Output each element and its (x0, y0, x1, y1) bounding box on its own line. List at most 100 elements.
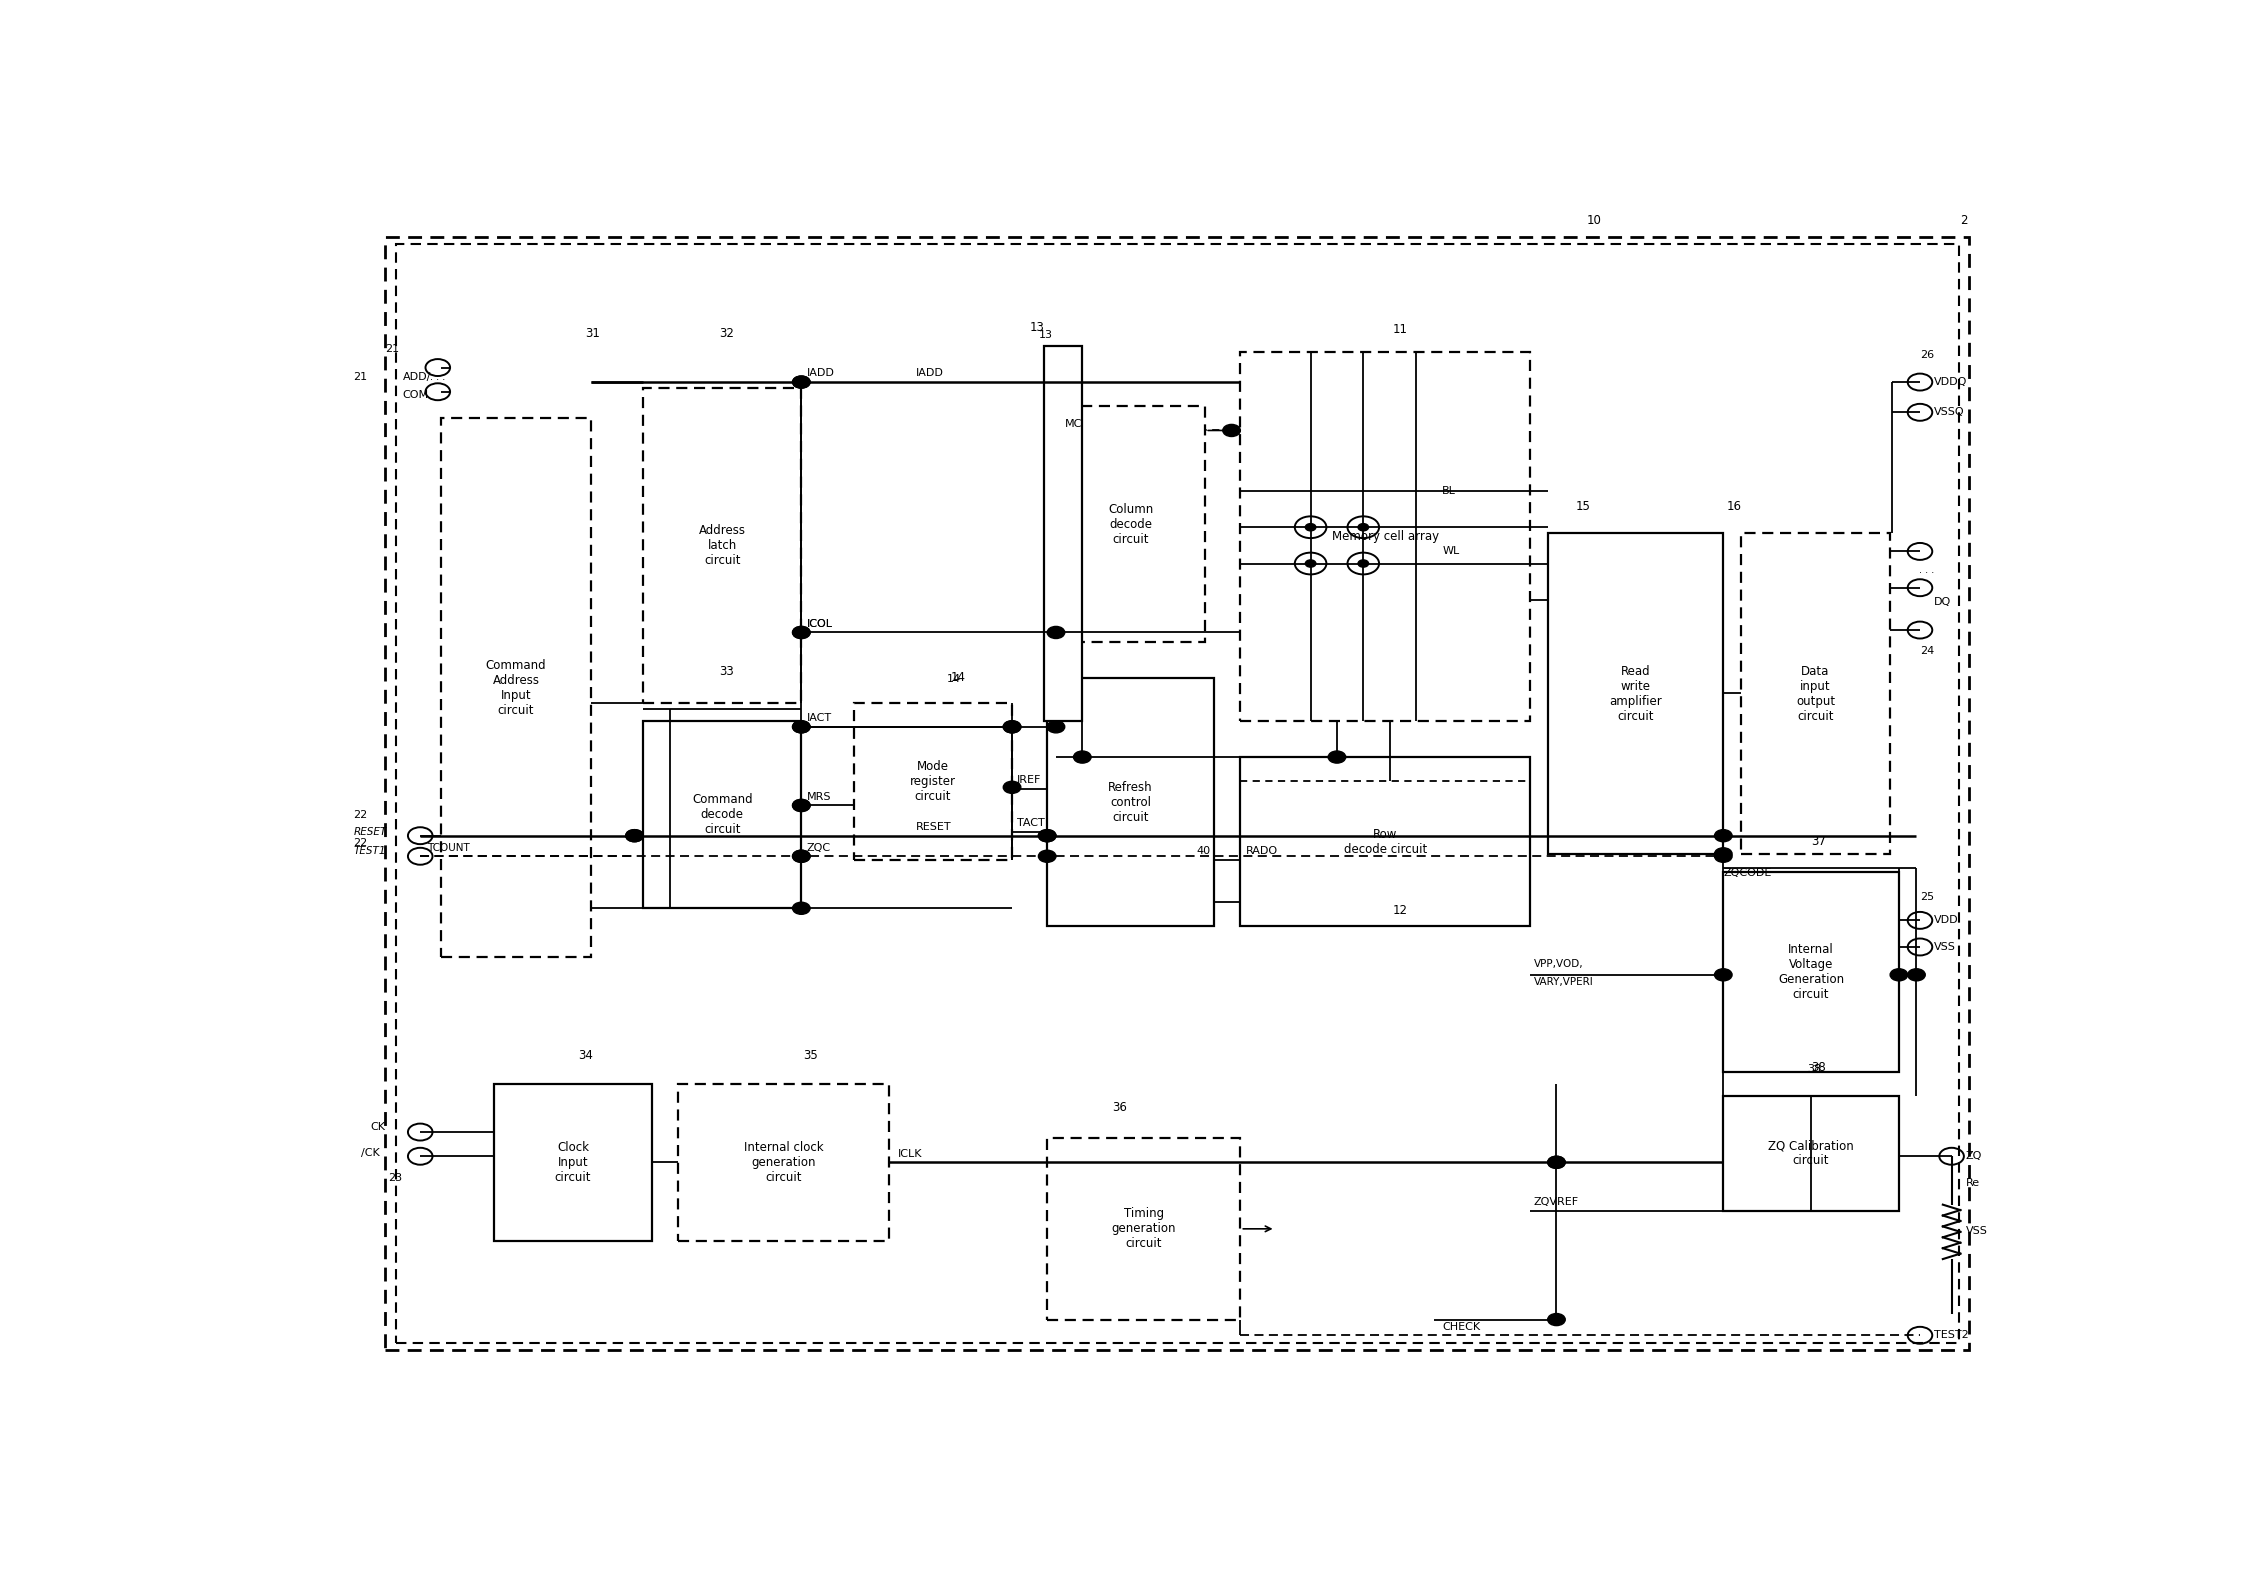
Circle shape (793, 627, 811, 638)
Bar (1240, 352, 1530, 721)
Text: IADD: IADD (915, 369, 943, 379)
Text: RADO: RADO (1246, 847, 1278, 856)
Text: BL: BL (1443, 485, 1457, 496)
Text: ICOL: ICOL (807, 619, 832, 628)
Text: 35: 35 (802, 1049, 818, 1062)
Text: 33: 33 (718, 666, 734, 679)
Circle shape (1004, 721, 1022, 734)
Text: 10: 10 (1586, 214, 1602, 228)
Bar (854, 702, 1013, 859)
Circle shape (1224, 424, 1240, 437)
Text: ZQCODE: ZQCODE (1722, 869, 1772, 878)
Text: Command
Address
Input
circuit: Command Address Input circuit (485, 658, 546, 716)
Text: Timing
generation
circuit: Timing generation circuit (1113, 1208, 1176, 1251)
Text: Internal
Voltage
Generation
circuit: Internal Voltage Generation circuit (1779, 943, 1845, 1001)
Text: RESET: RESET (915, 822, 952, 833)
Text: IREF: IREF (1017, 775, 1042, 786)
Text: IADD: IADD (807, 369, 834, 379)
Text: ZQ: ZQ (1965, 1152, 1983, 1161)
Circle shape (1548, 1313, 1566, 1326)
Circle shape (1004, 721, 1022, 734)
Text: ZQVREF: ZQVREF (1534, 1197, 1579, 1207)
Circle shape (793, 721, 811, 734)
Text: 12: 12 (1394, 903, 1407, 917)
Circle shape (1305, 523, 1317, 531)
Text: VDD: VDD (1935, 916, 1958, 925)
Text: Internal clock
generation
circuit: Internal clock generation circuit (743, 1141, 823, 1185)
Text: TACT: TACT (1017, 818, 1045, 828)
Text: 36: 36 (1113, 1101, 1126, 1114)
Text: DQ: DQ (1935, 597, 1951, 608)
Circle shape (793, 375, 811, 388)
Circle shape (793, 721, 811, 734)
Text: VSS: VSS (1965, 1227, 1987, 1236)
Bar (1240, 757, 1530, 927)
Circle shape (1038, 829, 1056, 842)
Text: ADD/: ADD/ (403, 372, 431, 382)
Text: · · ·: · · · (1919, 569, 1935, 578)
Text: VSSQ: VSSQ (1935, 407, 1965, 418)
Circle shape (793, 850, 811, 862)
Bar (678, 1084, 888, 1241)
Text: 22: 22 (353, 811, 367, 820)
Bar (644, 388, 802, 702)
Text: VDDQ: VDDQ (1935, 377, 1967, 386)
Bar (1740, 533, 1890, 855)
Text: ZQ Calibration
circuit: ZQ Calibration circuit (1767, 1139, 1854, 1167)
Circle shape (1357, 523, 1369, 531)
Text: ZQC: ZQC (807, 842, 832, 853)
Circle shape (625, 829, 644, 842)
Text: Refresh
control
circuit: Refresh control circuit (1108, 781, 1153, 823)
Bar (1722, 872, 1899, 1071)
Circle shape (1038, 829, 1056, 842)
Text: · · ·: · · · (431, 374, 446, 385)
Bar (1047, 679, 1215, 927)
Circle shape (793, 800, 811, 812)
Circle shape (1715, 829, 1731, 842)
Circle shape (1047, 721, 1065, 734)
Text: 14: 14 (952, 671, 965, 685)
Circle shape (1908, 969, 1926, 980)
Circle shape (1715, 969, 1731, 980)
Text: 21: 21 (385, 344, 399, 353)
Circle shape (1890, 969, 1908, 980)
Circle shape (1074, 751, 1092, 764)
Text: IACT: IACT (807, 713, 832, 723)
Circle shape (1715, 850, 1731, 862)
Text: 15: 15 (1575, 500, 1591, 512)
Text: ICLK: ICLK (897, 1148, 922, 1159)
Text: TCOUNT: TCOUNT (428, 842, 469, 853)
Text: VARY,VPERI: VARY,VPERI (1534, 977, 1593, 987)
Text: 2: 2 (1960, 214, 1967, 228)
Text: TEST1: TEST1 (353, 847, 385, 856)
Text: 22: 22 (353, 837, 367, 848)
Bar (442, 418, 591, 957)
Circle shape (1004, 781, 1022, 793)
Circle shape (1357, 559, 1369, 567)
Circle shape (1328, 751, 1346, 764)
Text: Data
input
output
circuit: Data input output circuit (1797, 665, 1835, 723)
Circle shape (1715, 848, 1731, 859)
Circle shape (793, 902, 811, 914)
Text: Mode
register
circuit: Mode register circuit (911, 760, 956, 803)
Text: 11: 11 (1394, 324, 1407, 336)
Bar (397, 244, 1958, 1343)
Text: COM: COM (403, 390, 428, 401)
Text: WL: WL (1443, 547, 1459, 556)
Circle shape (1305, 559, 1317, 567)
Text: 32: 32 (718, 327, 734, 339)
Text: Re: Re (1965, 1178, 1980, 1188)
Text: 21: 21 (353, 372, 367, 382)
Text: 13: 13 (1038, 330, 1051, 339)
Text: Row
decode circuit: Row decode circuit (1344, 828, 1428, 856)
Text: 34: 34 (578, 1049, 594, 1062)
Circle shape (1038, 850, 1056, 862)
Circle shape (793, 375, 811, 388)
Text: 16: 16 (1727, 500, 1743, 512)
Circle shape (793, 627, 811, 638)
Text: Clock
Input
circuit: Clock Input circuit (555, 1141, 591, 1185)
Bar (1045, 346, 1083, 721)
Bar (1722, 1097, 1899, 1211)
Text: 25: 25 (1919, 892, 1935, 902)
Text: VSS: VSS (1935, 943, 1956, 952)
